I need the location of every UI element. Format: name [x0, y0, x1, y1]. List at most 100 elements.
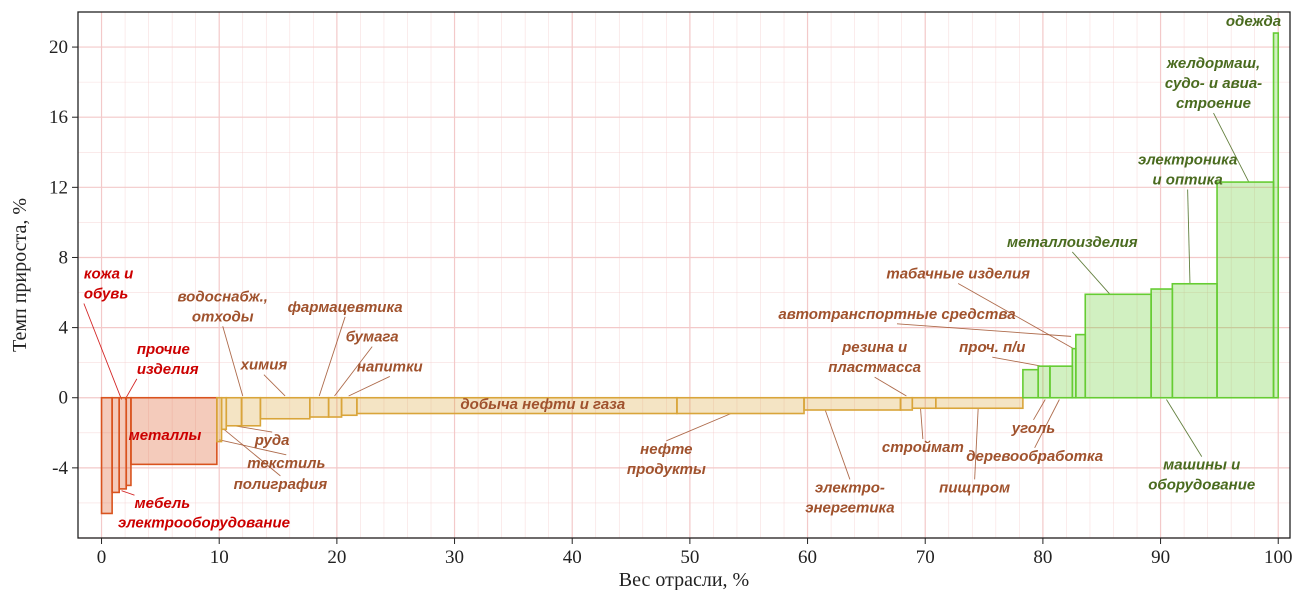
bar-segment: [1084, 293, 1152, 399]
leader-line: [1034, 399, 1060, 449]
category-label: машины и оборудование: [1148, 457, 1255, 494]
grid-lines: [77, 11, 1290, 539]
leader-line: [219, 439, 287, 456]
bar-segment: [111, 396, 120, 494]
category-label: уголь: [1011, 420, 1055, 437]
category-label: металлы: [129, 427, 202, 444]
y-axis-title: Темп прироста, %: [9, 198, 31, 352]
category-label: мебель: [134, 495, 190, 512]
category-label-line: пищпром: [939, 479, 1010, 496]
bar-segment: [118, 396, 128, 490]
bar-segment: [803, 396, 902, 411]
x-tick-label: 60: [798, 547, 817, 568]
x-tick-label: 90: [1151, 547, 1170, 568]
category-label-line: строение: [1176, 95, 1251, 112]
leader-line: [920, 408, 924, 440]
category-label-line: электрооборудование: [118, 514, 290, 531]
leader-line: [1033, 399, 1046, 421]
bar-segment: [1037, 365, 1051, 399]
category-label-line: добыча нефти и газа: [460, 396, 625, 413]
bar-segment: [259, 396, 311, 420]
y-tick-label: 12: [49, 177, 68, 198]
category-label-line: фармацевтика: [288, 299, 403, 316]
x-tick-label: 40: [563, 547, 582, 568]
bar-segment: [1216, 181, 1275, 399]
category-label: электро-энергетика: [805, 479, 894, 516]
category-label-line: отходы: [192, 308, 254, 325]
category-label-line: текстиль: [247, 455, 325, 472]
bar-segment: [1272, 32, 1280, 399]
leader-line: [83, 303, 122, 400]
bar-segment: [100, 396, 113, 515]
leader-line: [263, 374, 286, 397]
category-label-line: металлы: [129, 427, 202, 444]
category-label: прочие изделия: [137, 341, 199, 378]
category-label-line: желдормаш,: [1166, 55, 1260, 72]
category-label: фармацевтика: [288, 299, 403, 316]
category-label-line: бумага: [346, 329, 399, 346]
y-axis-ticks: -4 0 4 8 12 16 20: [49, 37, 78, 479]
category-label-line: и оптика: [1152, 172, 1222, 189]
bar-segment: [676, 396, 805, 415]
category-label: деревообработка: [966, 448, 1103, 465]
category-label-line: водоснабж.,: [177, 288, 268, 305]
leader-line: [1187, 189, 1191, 284]
bar-segment: [1075, 333, 1087, 399]
category-label: руда: [254, 432, 290, 449]
category-label: водоснабж., отходы: [177, 288, 268, 325]
bar-segment: [1049, 365, 1074, 399]
category-label-line: обувь: [84, 286, 128, 303]
category-label-line: металлоизделия: [1007, 234, 1138, 251]
leader-line: [318, 316, 346, 397]
leader-line: [348, 376, 391, 397]
category-label-line: автотранспортные средства: [778, 306, 1015, 323]
category-label: электрооборудование: [118, 514, 290, 531]
bar-segment: [130, 396, 218, 466]
category-label: электроника и оптика: [1138, 152, 1237, 189]
category-label-line: руда: [254, 432, 290, 449]
bar-segment: [327, 396, 343, 418]
category-label: пищпром: [939, 479, 1010, 496]
x-tick-label: 10: [210, 547, 229, 568]
leader-line: [124, 378, 138, 400]
category-label: металлоизделия: [1007, 234, 1138, 251]
leader-line: [334, 346, 373, 397]
leader-line: [824, 409, 851, 480]
category-label: строймат: [882, 439, 964, 456]
category-label: химия: [240, 357, 288, 374]
category-label-line: табачные изделия: [886, 266, 1030, 283]
category-label-line: машины и: [1163, 457, 1240, 474]
category-label: кожа и обувь: [84, 266, 133, 303]
bar-segment: [240, 396, 262, 427]
category-label-line: химия: [240, 357, 288, 374]
category-label: автотранспортные средства: [778, 306, 1015, 323]
y-tick-label: 16: [49, 107, 68, 128]
leader-line: [957, 283, 1074, 350]
bar-segment: [340, 396, 358, 417]
x-axis-ticks: 0 10 20 30 40 50 60 70 80 90 100: [97, 538, 1292, 568]
bar-segments: [100, 32, 1280, 515]
category-label-line: энергетика: [805, 499, 894, 516]
category-label-line: мебель: [134, 495, 190, 512]
bar-segment: [1150, 288, 1174, 399]
category-label: резина и пластмасса: [828, 339, 921, 376]
category-label-line: электро-: [815, 479, 885, 496]
leader-line: [121, 490, 135, 496]
x-tick-label: 50: [680, 547, 699, 568]
bar-segment: [309, 396, 330, 418]
plot-frame: [77, 11, 1291, 539]
leader-line: [974, 408, 979, 480]
leader-line: [1071, 251, 1111, 295]
x-tick-label: 80: [1033, 547, 1052, 568]
bar-segment: [911, 396, 937, 410]
y-tick-label: 8: [59, 247, 69, 268]
category-label: проч. п/и: [959, 339, 1025, 356]
y-tick-label: 0: [59, 388, 69, 409]
bar-segment: [1022, 368, 1039, 399]
category-label: табачные изделия: [886, 266, 1030, 283]
leader-line: [1213, 112, 1250, 183]
x-tick-label: 20: [327, 547, 346, 568]
bar-segment: [225, 396, 243, 427]
category-label-line: полиграфия: [234, 476, 328, 493]
category-label-line: уголь: [1011, 420, 1055, 437]
